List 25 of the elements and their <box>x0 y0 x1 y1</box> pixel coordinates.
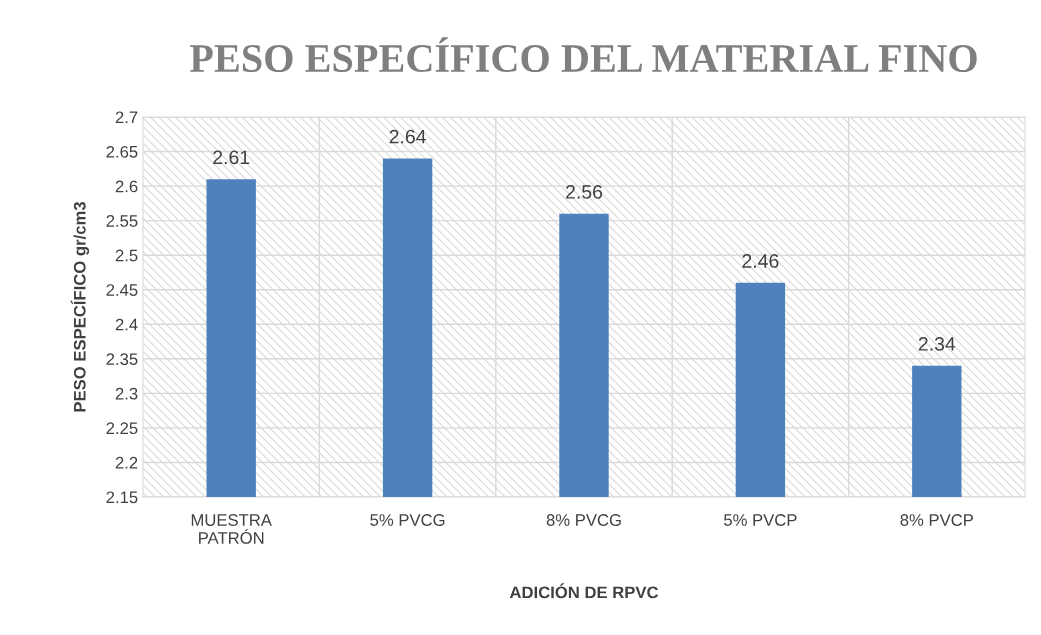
x-tick-label: MUESTRA PATRÓN <box>191 514 272 544</box>
y-tick-label: 2.5 <box>115 249 138 262</box>
x-axis-title: ADICIÓN DE RPVC <box>509 583 659 599</box>
data-label: 2.64 <box>389 129 426 144</box>
y-tick-label: 2.2 <box>115 456 138 469</box>
x-tick-label: 8% PVCG <box>546 514 621 526</box>
y-tick-label: 2.3 <box>115 387 138 400</box>
y-tick-label: 2.4 <box>115 318 138 331</box>
y-tick-label: 2.15 <box>106 491 138 504</box>
y-axis-title: PESO ESPECÍFICO gr/cm3 <box>70 202 90 412</box>
y-tick-label: 2.65 <box>106 145 138 158</box>
x-tick-label: 5% PVCP <box>724 514 797 526</box>
x-tick-label: 8% PVCP <box>900 514 973 526</box>
y-tick-label: 2.45 <box>106 284 138 296</box>
data-label: 2.34 <box>918 337 956 351</box>
data-label: 2.61 <box>213 150 250 165</box>
x-tick-label: 5% PVCG <box>370 514 445 526</box>
y-tick-label: 2.35 <box>106 353 138 366</box>
data-label: 2.56 <box>566 185 603 199</box>
data-label: 2.46 <box>742 254 779 268</box>
y-tick-label: 2.25 <box>106 422 138 435</box>
y-tick-label: 2.55 <box>106 215 138 227</box>
y-tick-label: 2.6 <box>115 180 138 193</box>
chart-title: PESO ESPECÍFICO DEL MATERIAL FINO <box>190 37 977 73</box>
y-tick-label: 2.7 <box>115 111 138 124</box>
